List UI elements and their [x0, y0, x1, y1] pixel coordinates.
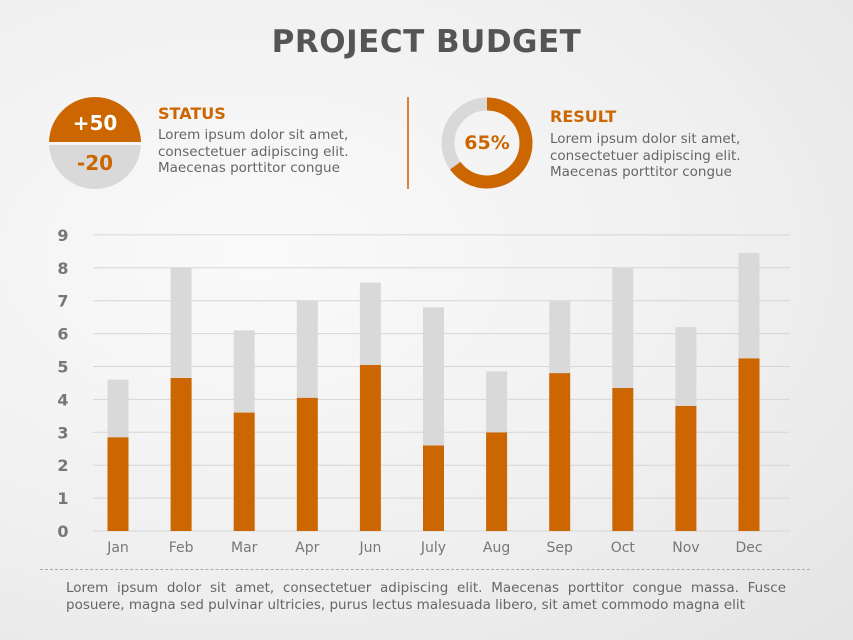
y-tick-label: 5: [57, 358, 68, 377]
y-tick-label: 6: [57, 325, 68, 344]
bar-segment-secondary: [549, 300, 571, 374]
y-tick-label: 9: [57, 226, 68, 245]
x-tick-label: Jun: [358, 540, 381, 556]
bar-segment-primary: [359, 364, 381, 531]
bar-segment-primary: [107, 437, 129, 531]
bar-segment-primary: [612, 387, 634, 531]
status-text: Lorem ipsum dolor sit amet, consectetuer…: [158, 127, 349, 177]
bar-segment-primary: [486, 432, 508, 531]
status-positive: +50: [49, 97, 141, 142]
footer-divider: [40, 569, 810, 570]
bar-segment-secondary: [738, 252, 760, 359]
x-tick-label: Oct: [611, 540, 636, 556]
bar-segment-secondary: [359, 282, 381, 365]
bar-segment-secondary: [296, 300, 318, 398]
y-tick-label: 0: [57, 522, 68, 541]
y-tick-label: 2: [57, 456, 68, 475]
status-line: Lorem ipsum dolor sit amet,: [158, 127, 349, 143]
divider: [407, 97, 409, 189]
result-line: Lorem ipsum dolor sit amet,: [550, 131, 741, 147]
status-heading: STATUS: [158, 104, 226, 123]
x-tick-label: Jan: [106, 540, 129, 556]
budget-chart: 0 1 2 3 4 5 6 7 8 9 Jan Feb Mar Apr Jun July Aug Sep Oct No…: [57, 226, 790, 556]
donut-progress: [441, 97, 533, 189]
status-line: Maecenas porttitor congue: [158, 160, 340, 176]
y-tick-label: 3: [57, 423, 68, 442]
bar-segment-primary: [170, 378, 192, 531]
bar-segment-primary: [675, 405, 697, 531]
x-tick-label: Feb: [169, 540, 194, 556]
bar-segment-primary: [233, 412, 255, 531]
page-title: PROJECT BUDGET: [271, 24, 582, 60]
x-tick-label: Apr: [295, 540, 319, 556]
bar-segment-secondary: [612, 267, 634, 388]
x-tick-label: Mar: [231, 540, 258, 556]
x-tick-label: Sep: [547, 540, 574, 556]
result-donut: [441, 97, 533, 189]
result-line: consectetuer adipiscing elit.: [550, 147, 741, 164]
bar-segment-secondary: [675, 327, 697, 406]
result-heading: RESULT: [550, 107, 617, 126]
y-tick-label: 7: [57, 292, 68, 311]
x-tick-label: Dec: [735, 540, 762, 556]
result-text: Lorem ipsum dolor sit amet, consectetuer…: [550, 131, 741, 181]
bar-segment-secondary: [423, 307, 444, 446]
y-tick-label: 8: [57, 259, 68, 278]
status-indicator: +50 -20: [49, 97, 141, 189]
y-tick-label: 1: [57, 489, 68, 508]
x-tick-label: Nov: [672, 540, 699, 556]
result-percent: 65%: [464, 132, 510, 154]
bar-segment-primary: [549, 373, 571, 531]
x-tick-label: Aug: [483, 540, 510, 556]
bar-segment-secondary: [486, 371, 508, 433]
bar-segment-primary: [423, 445, 444, 531]
bar-segment-primary: [738, 358, 760, 531]
bar-segment-secondary: [170, 267, 192, 379]
status-negative: -20: [49, 145, 141, 189]
status-line: consectetuer adipiscing elit.: [158, 143, 349, 160]
bar-segment-secondary: [107, 379, 129, 438]
footer-text: Lorem ipsum dolor sit amet, consectetuer…: [66, 580, 786, 613]
y-tick-label: 4: [57, 390, 68, 409]
bar-segment-primary: [296, 397, 318, 531]
result-line: Maecenas porttitor congue: [550, 164, 732, 180]
x-tick-label: July: [420, 540, 446, 556]
bar-segment-secondary: [233, 330, 255, 413]
